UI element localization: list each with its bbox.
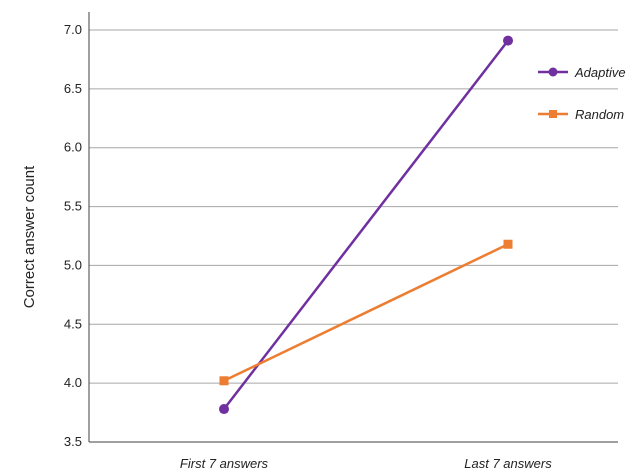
y-tick-label: 4.5 <box>64 316 82 331</box>
y-tick-labels: 3.5 4.0 4.5 5.0 5.5 6.0 6.5 7.0 <box>64 22 82 449</box>
series-random <box>219 239 513 386</box>
data-point <box>503 239 513 249</box>
legend-label: Random <box>575 107 624 122</box>
y-axis-title: Correct answer count <box>21 165 38 308</box>
axes <box>88 12 618 443</box>
series-line <box>223 243 509 382</box>
legend-label: Adaptive <box>574 65 626 80</box>
x-tick-label: First 7 answers <box>180 456 269 471</box>
y-tick-label: 6.5 <box>64 81 82 96</box>
series <box>219 35 513 415</box>
gridlines <box>89 29 618 384</box>
legend-marker <box>549 110 557 118</box>
y-tick-label: 5.0 <box>64 257 82 272</box>
y-tick-label: 7.0 <box>64 22 82 37</box>
data-point <box>219 404 229 415</box>
series-adaptive <box>219 35 513 415</box>
legend-item-random: Random <box>538 107 624 122</box>
x-tick-label: Last 7 answers <box>464 456 552 471</box>
data-point <box>219 376 229 386</box>
data-point <box>503 35 513 46</box>
legend-item-adaptive: Adaptive <box>538 65 626 80</box>
x-tick-labels: First 7 answers Last 7 answers <box>180 456 552 471</box>
legend-marker <box>548 67 558 77</box>
legend: Adaptive Random <box>538 65 626 122</box>
y-tick-label: 3.5 <box>64 434 82 449</box>
y-tick-label: 6.0 <box>64 140 82 155</box>
y-tick-label: 5.5 <box>64 199 82 214</box>
y-tick-label: 4.0 <box>64 375 82 390</box>
series-line <box>223 39 509 410</box>
